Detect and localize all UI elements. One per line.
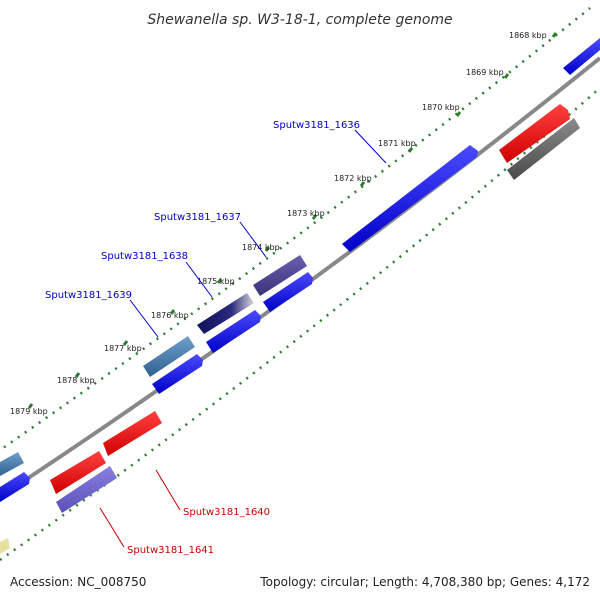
gene-arrow [0, 538, 10, 554]
tick-label: 1876 kbp [151, 311, 189, 320]
gene-label-1636: Sputw3181_1636 [273, 120, 360, 131]
map-title: Shewanella sp. W3-18-1, complete genome [147, 12, 452, 28]
gene-arrow-1639 [143, 336, 195, 377]
gene-arrow-1641 [56, 466, 117, 513]
forward-genes-inner [0, 272, 313, 502]
gene-arrow [263, 272, 313, 312]
major-ticks [27, 32, 558, 409]
tick-label: 1877 kbp [104, 344, 142, 353]
tick-label: 1872 kbp [334, 174, 372, 183]
gene-arrow-1638 [197, 293, 254, 334]
gene-arrow-1640 [103, 411, 162, 456]
gene-label-1639: Sputw3181_1639 [45, 290, 132, 301]
gene-arrow [563, 38, 600, 75]
gene-label-1637: Sputw3181_1637 [154, 212, 241, 223]
gene-arrow [206, 310, 261, 353]
gene-arrow [499, 104, 570, 163]
topology-text: Topology: circular; Length: 4,708,380 bp… [259, 575, 590, 589]
tick-label: 1879 kbp [10, 407, 48, 416]
tick-label: 1868 kbp [509, 31, 547, 40]
forward-genes [0, 38, 600, 476]
tick-labels: 1868 kbp 1869 kbp 1870 kbp 1871 kbp 1872… [10, 31, 547, 416]
gene-labels: Sputw3181_1636 Sputw3181_1637 Sputw3181_… [45, 120, 360, 556]
gene-label-1640: Sputw3181_1640 [183, 507, 270, 518]
gene-arrow [50, 451, 106, 494]
tick-label: 1869 kbp [466, 68, 504, 77]
reverse-genes [0, 104, 580, 554]
leader-lines [99, 129, 387, 548]
tick-label: 1874 kbp [242, 243, 280, 252]
gene-arrow [0, 472, 30, 502]
gene-label-1641: Sputw3181_1641 [127, 545, 214, 556]
gene-arrow [152, 354, 203, 394]
tick-label: 1873 kbp [287, 209, 325, 218]
gene-arrow-1637 [253, 255, 307, 296]
gene-arrow-1636 [342, 145, 478, 252]
tick-label: 1875 kbp [197, 277, 235, 286]
tick-label: 1878 kbp [57, 376, 95, 385]
gene-label-1638: Sputw3181_1638 [101, 251, 188, 262]
gene-arrow [0, 452, 24, 476]
tick-label: 1871 kbp [378, 139, 416, 148]
accession-text: Accession: NC_008750 [10, 575, 146, 589]
tick-label: 1870 kbp [422, 103, 460, 112]
gene-arrow [507, 118, 580, 180]
